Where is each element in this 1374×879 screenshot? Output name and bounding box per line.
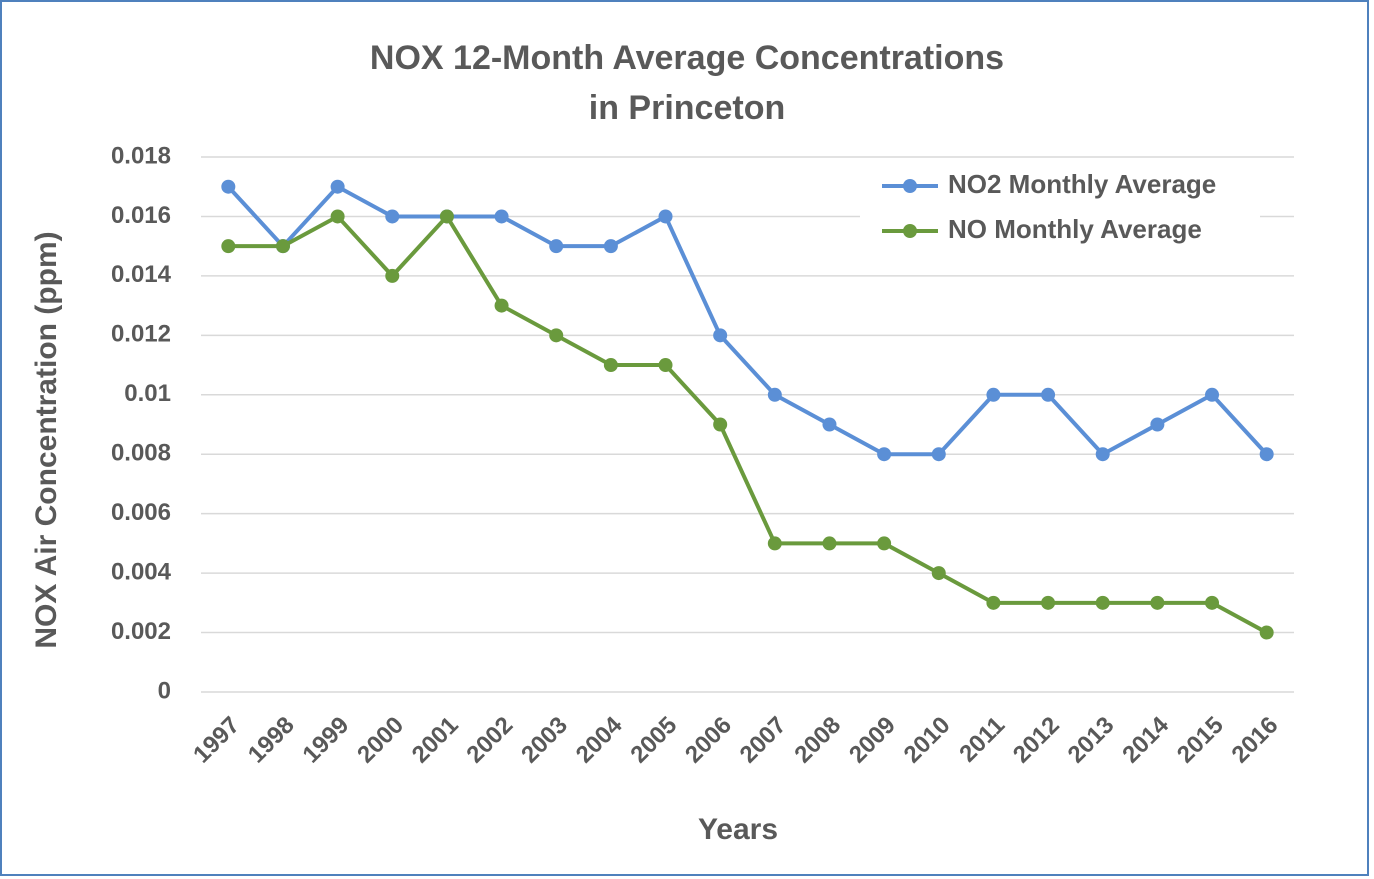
data-point [1259,447,1274,462]
data-point [1205,387,1220,402]
data-point [767,536,782,551]
y-tick-label: 0.002 [111,618,171,645]
data-point [439,209,454,224]
legend-marker [903,224,917,238]
legend-label: NO Monthly Average [948,214,1202,244]
data-point [1095,595,1110,610]
x-axis-title: Years [698,813,778,846]
y-tick-label: 0.014 [111,261,172,288]
y-tick-label: 0 [158,677,171,704]
data-point [931,566,946,581]
y-tick-label: 0.018 [111,142,171,169]
legend-marker [903,179,917,193]
data-point [1041,387,1056,402]
chart-title: NOX 12-Month Average Concentrations [370,39,1004,77]
data-point [1205,595,1220,610]
data-point [1150,417,1165,432]
data-point [330,179,345,194]
data-point [275,239,290,254]
data-point [658,209,673,224]
data-point [1150,595,1165,610]
data-point [986,387,1001,402]
data-point [822,536,837,551]
data-point [385,209,400,224]
data-point [877,447,892,462]
y-tick-label: 0.004 [111,558,172,585]
series-line [228,213,1268,635]
data-point [713,328,728,343]
data-point [822,417,837,432]
legend-label: NO2 Monthly Average [948,169,1216,199]
data-point [658,358,673,373]
y-tick-label: 0.006 [111,499,171,526]
data-point [1259,625,1274,640]
data-point [603,358,618,373]
y-axis-title: NOX Air Concentration (ppm) [30,231,63,648]
data-point [713,417,728,432]
y-tick-label: 0.012 [111,321,171,348]
data-point [1095,447,1110,462]
data-point [221,179,236,194]
y-tick-label: 0.016 [111,202,171,229]
y-tick-label: 0.01 [124,380,171,407]
chart-title: in Princeton [589,89,785,127]
data-point [549,239,564,254]
y-tick-label: 0.008 [111,440,171,467]
data-point [221,239,236,254]
data-point [767,387,782,402]
data-point [1041,595,1056,610]
data-point [385,268,400,283]
data-point [877,536,892,551]
data-point [986,595,1001,610]
legend-background [860,160,1260,260]
data-point [603,239,618,254]
data-point [494,209,509,224]
data-point [549,328,564,343]
data-point [330,209,345,224]
data-point [931,447,946,462]
data-point [494,298,509,313]
series-line [226,184,1269,457]
